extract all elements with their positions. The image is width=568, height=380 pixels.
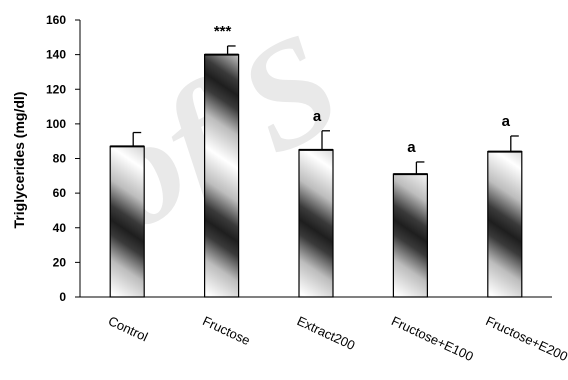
- bar-group: [392, 173, 428, 298]
- bar: [392, 173, 428, 298]
- category-label: Extract200: [295, 313, 358, 353]
- category-label: Fructose+E200: [484, 313, 568, 364]
- category-label: Control: [106, 313, 150, 344]
- y-tick-label: 40: [53, 221, 67, 235]
- y-axis-label: Triglycerides (mg/dl): [11, 92, 27, 229]
- significance-label: ***: [214, 23, 232, 40]
- significance-label: a: [313, 108, 322, 125]
- category-label: Fructose: [200, 313, 252, 348]
- bar: [204, 54, 240, 298]
- bar: [109, 145, 145, 298]
- significance-label: a: [407, 139, 416, 156]
- y-tick-label: 160: [46, 13, 66, 27]
- y-tick-label: 120: [46, 82, 66, 96]
- y-tick-label: 0: [59, 290, 66, 304]
- y-tick-label: 80: [53, 152, 67, 166]
- category-label: Fructose+E100: [389, 313, 476, 364]
- bar-group: [204, 53, 240, 298]
- bar: [298, 149, 334, 298]
- bar-group: [487, 150, 523, 298]
- y-tick-label: 140: [46, 48, 66, 62]
- y-tick-label: 60: [53, 186, 67, 200]
- y-tick-label: 20: [53, 255, 67, 269]
- bars: [109, 45, 523, 298]
- bar-group: [298, 148, 334, 298]
- y-tick-label: 100: [46, 117, 66, 131]
- bar-group: [109, 145, 145, 298]
- significance-label: a: [502, 113, 511, 130]
- bar: [487, 150, 523, 298]
